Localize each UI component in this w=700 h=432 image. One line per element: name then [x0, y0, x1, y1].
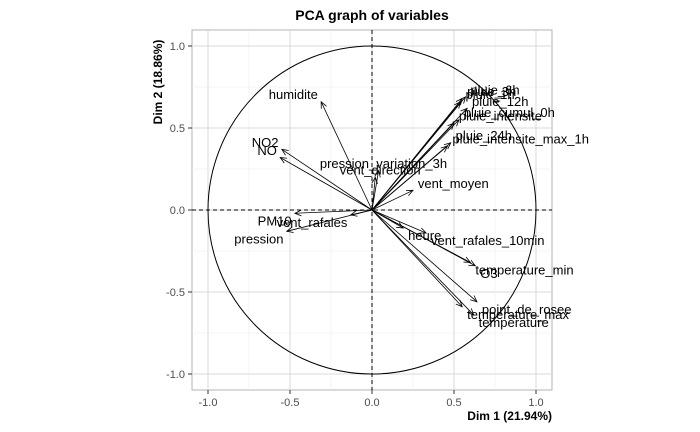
arrow-head	[470, 295, 478, 303]
variable-arrow	[371, 177, 376, 211]
arrow-head	[374, 169, 381, 178]
arrow-head	[443, 142, 452, 150]
arrow-head	[371, 176, 378, 184]
variable-label: NO	[257, 143, 277, 158]
variable-arrow	[371, 209, 463, 308]
variable-arrow	[371, 189, 414, 211]
x-tick-label: -1.0	[199, 397, 218, 409]
y-axis-title: Dim 2 (18.86%)	[151, 40, 165, 125]
arrow-head	[463, 256, 472, 263]
arrow-head	[285, 226, 294, 233]
arrow-head	[419, 227, 428, 234]
variable-arrow	[371, 170, 379, 211]
arrow-head	[459, 96, 467, 104]
axis-ticks: -1.0 -0.5 0.0 0.5 1.0 -1.0 -0.5 0.0 0.5 1.0	[166, 41, 544, 409]
y-tick-label: 0.5	[170, 123, 185, 135]
variable-arrow	[371, 209, 474, 316]
variable-label: pluie_intensite_max_1h	[452, 131, 589, 146]
variable-label: pression_variation_3h	[320, 156, 447, 171]
variable-label: vent_rafales	[277, 215, 348, 230]
arrow-head	[279, 157, 288, 164]
variable-label: pluie_6h	[470, 82, 519, 97]
variable-arrow	[320, 101, 373, 211]
variable-label: pression	[234, 232, 283, 247]
variable-arrow	[371, 101, 461, 211]
variable-label: O3	[480, 266, 497, 281]
y-tick-label: -0.5	[166, 287, 185, 299]
variable-arrow	[371, 145, 448, 211]
arrow-head	[455, 300, 463, 308]
variable-label: temperature	[479, 315, 549, 330]
variable-label: pluie_cumul_0h	[464, 105, 555, 120]
arrow-head	[396, 222, 405, 229]
variable-label: point_de_rosee	[482, 302, 572, 317]
arrow-head	[454, 101, 462, 109]
variable-arrow	[371, 209, 471, 263]
variable-label: pluie_intensite	[459, 109, 542, 124]
variable-arrow	[281, 148, 373, 211]
variable-arrow	[371, 209, 478, 303]
arrow-head	[460, 107, 468, 116]
variable-label: NO2	[252, 135, 279, 150]
arrow-head	[280, 148, 289, 156]
x-tick-label: 1.0	[528, 397, 543, 409]
arrow-head	[293, 209, 302, 217]
variable-label: heure	[408, 228, 441, 243]
x-tick-label: -0.5	[281, 397, 300, 409]
variable-label: vent_direction	[340, 163, 421, 178]
variable-label: temperature_min	[475, 263, 573, 278]
arrow-head	[440, 145, 449, 153]
variable-arrow	[371, 209, 427, 234]
variable-arrow	[371, 119, 460, 211]
arrow-head	[447, 122, 455, 130]
arrow-head	[452, 119, 460, 127]
variable-label: temperature_max	[467, 307, 569, 322]
arrow-head	[349, 210, 358, 217]
variable-label: humidite	[269, 87, 318, 102]
x-tick-label: 0.0	[364, 397, 379, 409]
arrow-head	[320, 100, 327, 109]
variable-label: vent_rafales_10min	[431, 233, 544, 248]
x-axis-title: Dim 1 (21.94%)	[467, 409, 552, 423]
arrow-head	[467, 308, 475, 316]
variable-label: pluie_12h	[472, 94, 528, 109]
x-tick-label: 0.5	[446, 397, 461, 409]
y-tick-label: 0.0	[170, 205, 185, 217]
chart-title: PCA graph of variables	[295, 7, 449, 23]
arrow-head	[405, 189, 414, 196]
y-tick-label: 1.0	[170, 41, 185, 53]
variable-label: pluie_24h	[456, 128, 512, 143]
variable-arrows	[279, 96, 478, 316]
arrow-head	[468, 259, 477, 267]
variable-arrow	[279, 157, 373, 211]
y-tick-label: -1.0	[166, 369, 185, 381]
variable-label: vent_moyen	[418, 176, 489, 191]
variable-label: PM10	[258, 213, 292, 228]
variable-arrow	[294, 209, 373, 214]
variable-arrow	[350, 209, 373, 216]
variable-label: pluie_3h	[467, 84, 516, 99]
variable-label: pluie_1h	[465, 87, 514, 102]
variable-labels: pluie_3hpluie_6hpluie_1hpluie_12hpluie_i…	[234, 82, 589, 330]
